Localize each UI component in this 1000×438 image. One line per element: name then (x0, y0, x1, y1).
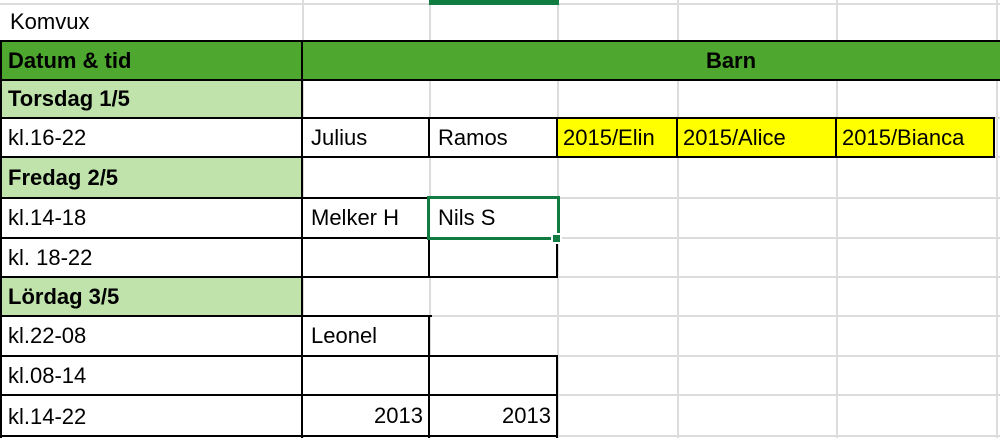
cell-border (0, 40, 1000, 42)
cell-melker-h[interactable]: Melker H (303, 198, 430, 238)
cell-border (556, 355, 558, 438)
cell-border (0, 197, 430, 199)
cell-border (676, 117, 678, 158)
cell-border (556, 237, 558, 278)
active-cell-selection-border (427, 196, 560, 240)
cell-border (428, 117, 430, 158)
selected-column-indicator (429, 0, 559, 5)
cell-ramos[interactable]: Ramos (430, 118, 558, 157)
cell-border (0, 355, 558, 357)
gridline-vertical (836, 0, 838, 438)
cell-day-lordag[interactable]: Lördag 3/5 (0, 277, 303, 316)
cell-border (0, 79, 1000, 81)
cell-border (0, 435, 558, 437)
cell-time-kl-08-14[interactable]: kl.08-14 (0, 356, 303, 395)
cell-julius[interactable]: Julius (303, 118, 430, 157)
cell-border (835, 117, 837, 158)
cell-time-kl-14-22[interactable]: kl.14-22 (0, 395, 303, 438)
cell-2015-elin[interactable]: 2015/Elin (558, 118, 678, 157)
cell-border (0, 394, 558, 396)
cell-2015-alice[interactable]: 2015/Alice (678, 118, 837, 157)
cell-header-datum-tid[interactable]: Datum & tid (0, 41, 303, 80)
cell-border (0, 315, 432, 317)
cell-title-komvux[interactable]: Komvux (10, 9, 90, 34)
cell-leonel[interactable]: Leonel (303, 316, 430, 356)
cell-2013-b[interactable]: 2013 (303, 395, 430, 436)
cell-time-kl-14-18[interactable]: kl.14-18 (0, 198, 303, 238)
cell-time-kl-22-08[interactable]: kl.22-08 (0, 316, 303, 356)
cell-nils-s-selected[interactable]: Nils S (430, 198, 558, 238)
gridline-vertical (996, 0, 998, 438)
cell-header-barn[interactable]: Barn (303, 41, 1000, 80)
fill-handle[interactable] (551, 233, 562, 244)
cell-empty-b7[interactable] (303, 238, 430, 277)
cell-time-kl-16-22[interactable]: kl.16-22 (0, 118, 303, 157)
cell-border (993, 117, 995, 158)
cell-border (556, 117, 558, 158)
gridline-horizontal (0, 315, 1000, 317)
cell-border (0, 117, 995, 119)
cell-2015-bianca[interactable]: 2015/Bianca (837, 118, 995, 157)
cell-time-kl-18-22[interactable]: kl. 18-22 (0, 238, 303, 277)
cell-border (428, 315, 430, 438)
cell-border (0, 276, 558, 278)
cell-day-torsdag[interactable]: Torsdag 1/5 (0, 80, 303, 118)
cell-border (301, 41, 303, 438)
cell-border (0, 41, 2, 438)
cell-border (0, 156, 995, 158)
cell-border (0, 237, 430, 239)
cell-empty-c10[interactable] (430, 356, 558, 395)
cell-day-fredag[interactable]: Fredag 2/5 (0, 157, 303, 198)
cell-empty-b10[interactable] (303, 356, 430, 395)
cell-empty-c7[interactable] (430, 238, 558, 277)
gridline-vertical (677, 0, 679, 438)
cell-2013-c[interactable]: 2013 (430, 395, 558, 436)
